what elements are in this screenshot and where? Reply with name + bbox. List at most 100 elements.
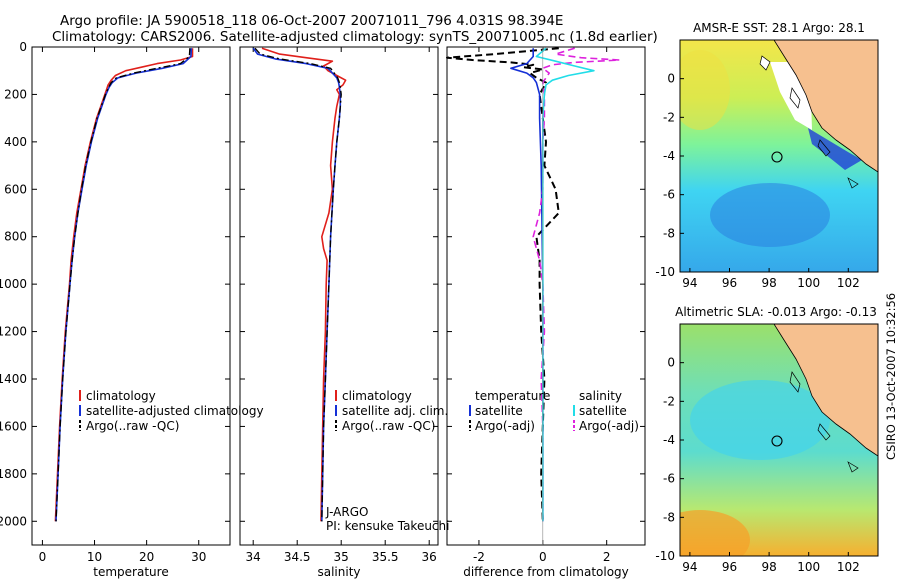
- series-line-satellite-adj--clim-: [254, 47, 342, 522]
- x-tick-label: 30: [191, 550, 206, 564]
- x-tick-label: 35.5: [372, 550, 399, 564]
- map-y-tick-label: 0: [667, 356, 675, 370]
- map-y-tick-label: -2: [663, 394, 675, 408]
- sumatra-land: [773, 40, 878, 173]
- x-tick-label: 2: [603, 550, 611, 564]
- x-tick-label: 34: [246, 550, 261, 564]
- legend-entry: satellite adj. clim.: [342, 404, 448, 418]
- sla-nias-island: [789, 371, 801, 393]
- y-tick-label: 1200: [0, 325, 27, 339]
- legend-entry: Argo(..raw -QC): [342, 419, 435, 433]
- y-tick-label: 1400: [0, 372, 27, 386]
- panel-frame-1: [239, 46, 439, 546]
- simeulue-island: [759, 55, 771, 71]
- sla-map-panel: Altimetric SLA: -0.013 Argo: -0.13 94 96 9…: [655, 305, 879, 574]
- map-x-tick-label: 100: [797, 560, 820, 574]
- map-y-tick-label: -4: [663, 149, 675, 163]
- y-tick-label: 2000: [0, 514, 27, 528]
- sst-coastal-cold: [808, 128, 862, 170]
- sst-map-panel: AMSR-E SST: 28.1 Argo: 28.1 94 96 98 100 102…: [655, 21, 879, 290]
- series-line-salinity-satellite: [535, 47, 595, 522]
- map-x-tick-label: 102: [837, 560, 860, 574]
- csiro-timestamp: CSIRO 13-Oct-2007 10:32:56: [884, 293, 898, 460]
- legend-entry: satellite: [579, 404, 627, 418]
- y-tick-label: 1800: [0, 467, 27, 481]
- x-tick-label: 36: [422, 550, 437, 564]
- legend-entry: temperature: [475, 389, 550, 403]
- sst-cool-patch: [710, 183, 830, 247]
- sla-argo-marker: [771, 435, 783, 447]
- annotation-line: PI: kensuke Takeuchi: [326, 519, 449, 533]
- map-y-tick-label: -8: [663, 226, 675, 240]
- series-line-argo---raw--qc-: [261, 47, 347, 522]
- legend-entry: Argo(..raw -QC): [86, 419, 179, 433]
- map-x-tick-label: 96: [722, 560, 737, 574]
- map-x-tick-label: 96: [722, 276, 737, 290]
- y-tick-label: 800: [4, 230, 27, 244]
- sla-enggano-island: [847, 461, 859, 473]
- sst-map-title: AMSR-E SST: 28.1 Argo: 28.1: [693, 21, 865, 35]
- series-line-climatology: [55, 48, 193, 522]
- map-y-tick-label: 0: [667, 72, 675, 86]
- series-line-salinity-argo--adj-: [532, 47, 621, 522]
- x-axis-label: salinity: [317, 565, 360, 579]
- x-axis-label: difference from climatology: [463, 565, 629, 579]
- map-x-tick-label: 102: [837, 276, 860, 290]
- sla-map-title: Altimetric SLA: -0.013 Argo: -0.13: [675, 305, 877, 319]
- x-tick-label: 34.5: [284, 550, 311, 564]
- legend-entry: Argo(-adj): [579, 419, 639, 433]
- map-y-tick-label: -6: [663, 472, 675, 486]
- y-tick-label: 400: [4, 135, 27, 149]
- map-y-tick-label: -10: [655, 549, 675, 563]
- y-tick-label: 0: [19, 40, 27, 54]
- map-x-tick-label: 98: [761, 560, 776, 574]
- map-x-tick-label: 100: [797, 276, 820, 290]
- map-x-tick-label: 94: [682, 276, 697, 290]
- panel-frame-2: [446, 46, 646, 546]
- legend-entry: Argo(-adj): [475, 419, 535, 433]
- y-tick-label: 600: [4, 182, 27, 196]
- sla-high-patch: [680, 510, 750, 556]
- nias-island: [789, 87, 801, 109]
- temperature-profile-panel: 0 10 20 30 0 200 400 600 800 1000 1200 1400 1600 1800…: [0, 40, 264, 579]
- y-tick-label: 200: [4, 87, 27, 101]
- map-y-tick-label: -4: [663, 433, 675, 447]
- map-y-tick-label: -8: [663, 510, 675, 524]
- map-y-tick-label: -10: [655, 265, 675, 279]
- x-tick-label: 35: [334, 550, 349, 564]
- x-tick-label: 10: [87, 550, 102, 564]
- legend-entry: salinity: [579, 389, 622, 403]
- x-axis-label: temperature: [93, 565, 168, 579]
- mentawai-island: [817, 139, 831, 157]
- series-line-argo---raw--qc-: [54, 48, 194, 522]
- legend-entry: satellite-adjusted climatology: [86, 404, 264, 418]
- x-tick-label: -2: [473, 550, 485, 564]
- legend-entry: climatology: [342, 389, 412, 403]
- series-line-temperature-satellite: [510, 48, 544, 522]
- x-tick-label: 20: [139, 550, 154, 564]
- sst-warm-patch: [680, 50, 730, 130]
- sla-sumatra-land: [773, 324, 878, 457]
- sla-mentawai-island: [817, 423, 831, 441]
- x-tick-label: 0: [39, 550, 47, 564]
- map-x-tick-label: 98: [761, 276, 776, 290]
- salinity-profile-panel: 34 34.5 35 35.5 36 salinity climatologysatelli…: [239, 46, 449, 579]
- map-x-tick-label: 94: [682, 560, 697, 574]
- panel-frame-0: [31, 46, 231, 546]
- series-line-satellite-adjusted-climatology: [55, 48, 191, 522]
- map-y-tick-label: -6: [663, 188, 675, 202]
- series-line-climatology: [252, 47, 342, 522]
- legend-entry: satellite: [475, 404, 523, 418]
- annotation-line: J-ARGO: [325, 505, 368, 519]
- figure-title-line2: Climatology: CARS2006. Satellite-adjuste…: [52, 29, 658, 45]
- enggano-island: [847, 177, 859, 189]
- sst-argo-marker: [771, 151, 783, 163]
- sla-low-patch: [690, 380, 830, 460]
- map-y-tick-label: -2: [663, 110, 675, 124]
- figure-title-line1: Argo profile: JA 5900518_118 06-Oct-2007…: [60, 13, 564, 29]
- legend-entry: climatology: [86, 389, 156, 403]
- y-tick-label: 1000: [0, 277, 27, 291]
- y-tick-label: 1600: [0, 419, 27, 433]
